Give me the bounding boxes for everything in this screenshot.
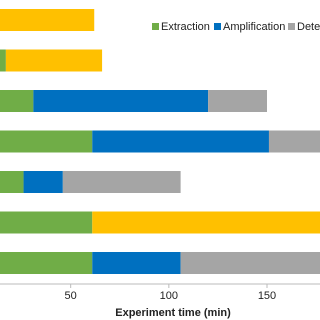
bar-segment [5, 49, 103, 72]
x-axis-title: Experiment time (min) [115, 307, 231, 319]
bar-segment [92, 211, 320, 234]
legend-swatch [288, 23, 295, 30]
legend-swatch [214, 23, 221, 30]
legend-swatch [152, 23, 159, 30]
legend-label: Amplification [223, 21, 285, 33]
bar-segment [92, 252, 181, 274]
bar-segment [0, 49, 6, 72]
bar-segment [0, 9, 95, 31]
x-tick-label: 100 [160, 290, 178, 302]
bar-segment [0, 252, 93, 274]
bar-segment [92, 130, 269, 153]
bar-segment [208, 90, 267, 112]
legend-label: Extraction [161, 21, 210, 33]
x-tick-label: 50 [65, 290, 77, 302]
bar-segment [0, 90, 34, 112]
bar-segment [0, 130, 93, 153]
bar-segment [33, 90, 209, 112]
legend-label: Detec [297, 21, 320, 33]
x-tick-label: 150 [258, 290, 276, 302]
bar-segment [23, 171, 63, 193]
bar-segment [268, 130, 320, 153]
bar-segment [180, 252, 320, 274]
bar-segment [62, 171, 181, 193]
bar-segment [0, 171, 24, 193]
bar-segment [0, 211, 93, 234]
